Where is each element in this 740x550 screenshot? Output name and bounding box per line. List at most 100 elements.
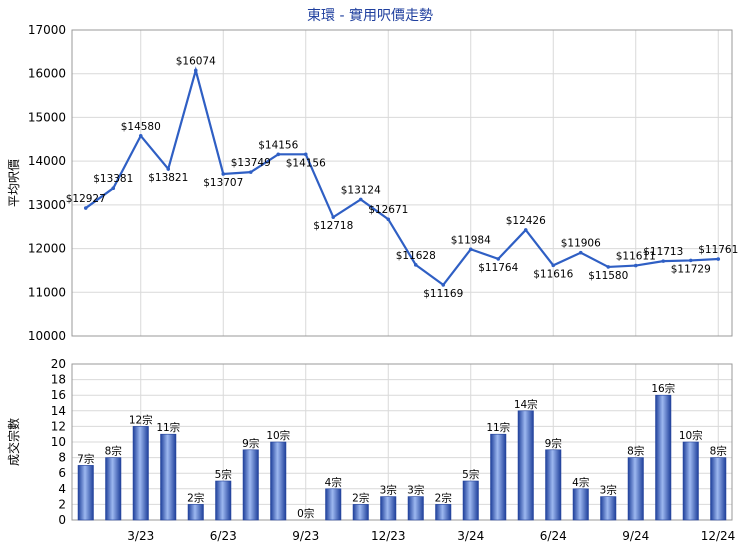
volume-y-tick-label: 18 [51, 373, 66, 387]
price-point [606, 265, 611, 269]
volume-y-tick-label: 2 [58, 497, 66, 511]
volume-y-tick-label: 0 [58, 513, 66, 527]
x-tick-label: 12/23 [371, 529, 406, 543]
price-data-label: $11580 [588, 270, 628, 282]
volume-bar [187, 504, 204, 521]
price-y-tick-label: 12000 [28, 242, 66, 256]
volume-data-label: 3宗 [380, 484, 397, 497]
price-data-label: $12426 [506, 215, 546, 227]
price-data-label: $13821 [148, 172, 188, 184]
x-tick-label: 9/23 [292, 529, 319, 543]
volume-bar [517, 410, 534, 521]
volume-data-label: 0宗 [297, 507, 314, 520]
price-plot-frame [71, 29, 733, 337]
volume-bar [710, 457, 727, 521]
price-point [468, 247, 473, 252]
volume-y-tick-label: 10 [51, 435, 66, 449]
price-point [716, 257, 721, 261]
volume-data-label: 2宗 [435, 491, 452, 504]
volume-data-label: 5宗 [462, 468, 479, 481]
volume-bar [160, 433, 177, 521]
price-data-label: $13749 [231, 157, 271, 169]
price-y-tick-label: 16000 [28, 67, 66, 81]
volume-data-label: 3宗 [407, 484, 424, 497]
volume-bar [572, 488, 589, 521]
volume-bar [380, 496, 397, 521]
price-point [221, 172, 226, 176]
price-point [138, 133, 143, 138]
price-data-label: $12927 [66, 193, 106, 205]
volume-bar [490, 433, 507, 521]
price-y-tick-label: 11000 [28, 285, 66, 299]
volume-bar [682, 441, 699, 521]
price-y-tick-label: 15000 [28, 110, 66, 124]
price-point [413, 263, 418, 267]
price-point [633, 263, 638, 268]
volume-bar [77, 465, 94, 521]
volume-data-label: 2宗 [352, 491, 369, 504]
volume-data-label: 11宗 [156, 421, 180, 434]
volume-y-tick-label: 6 [58, 466, 66, 480]
price-data-label: $11169 [423, 288, 463, 300]
volume-data-label: 8宗 [627, 445, 644, 458]
price-point [386, 217, 391, 222]
volume-y-tick-label: 8 [58, 451, 66, 465]
volume-plot-frame [71, 363, 733, 521]
price-data-label: $11764 [478, 262, 518, 274]
volume-y-tick-label: 4 [58, 482, 66, 496]
volume-data-label: 4宗 [572, 476, 589, 489]
volume-y-tick-label: 20 [51, 357, 66, 371]
x-tick-label: 6/24 [540, 529, 567, 543]
price-point [303, 152, 308, 157]
price-data-label: $11729 [671, 263, 711, 275]
volume-data-label: 14宗 [514, 398, 538, 411]
volume-data-label: 10宗 [266, 429, 290, 442]
price-data-label: $13707 [203, 177, 243, 189]
price-data-label: $16074 [176, 55, 216, 67]
volume-bar [600, 496, 617, 521]
price-line-panel: 10000 11000 12000 13000 14000 15000 16000 17000… [7, 23, 738, 343]
price-y-axis-label: 平均呎價 [7, 159, 21, 207]
price-point [276, 152, 281, 157]
volume-y-tick-label: 16 [51, 388, 66, 402]
price-data-label: $14156 [286, 157, 326, 169]
volume-bar [242, 449, 259, 521]
chart-title: 東環 - 實用呎價走勢 [307, 7, 433, 24]
volume-data-label: 9宗 [545, 437, 562, 450]
price-point [496, 257, 501, 261]
volume-data-label: 12宗 [129, 413, 153, 426]
volume-bar [545, 449, 562, 521]
volume-data-label: 11宗 [486, 421, 510, 434]
volume-y-tick-label: 12 [51, 419, 66, 433]
volume-data-label: 4宗 [325, 476, 342, 489]
price-data-label: $11616 [533, 268, 573, 280]
price-point [248, 170, 253, 174]
volume-data-label: 7宗 [77, 452, 94, 465]
price-point [661, 259, 666, 263]
price-y-tick-label: 13000 [28, 198, 66, 212]
x-tick-label: 6/23 [210, 529, 237, 543]
price-data-label: $11713 [643, 246, 683, 258]
volume-bar [407, 496, 424, 521]
price-data-label: $11984 [451, 234, 491, 246]
x-tick-label: 9/24 [622, 529, 649, 543]
price-point [551, 263, 556, 268]
volume-data-label: 9宗 [242, 437, 259, 450]
price-data-label: $12671 [368, 204, 408, 216]
price-series-line [85, 66, 719, 287]
volume-bar [105, 457, 122, 521]
volume-bar [627, 457, 644, 521]
price-point [111, 186, 116, 191]
volume-data-label: 10宗 [679, 429, 703, 442]
price-point [441, 283, 446, 287]
volume-bar [352, 504, 369, 521]
price-point [83, 206, 88, 210]
price-data-label: $14580 [121, 121, 161, 133]
volume-data-label: 16宗 [651, 382, 675, 395]
price-point [578, 250, 583, 255]
price-y-tick-label: 17000 [28, 23, 66, 37]
price-point [358, 197, 363, 202]
price-data-label: $13124 [341, 184, 381, 196]
volume-bar [325, 488, 342, 521]
